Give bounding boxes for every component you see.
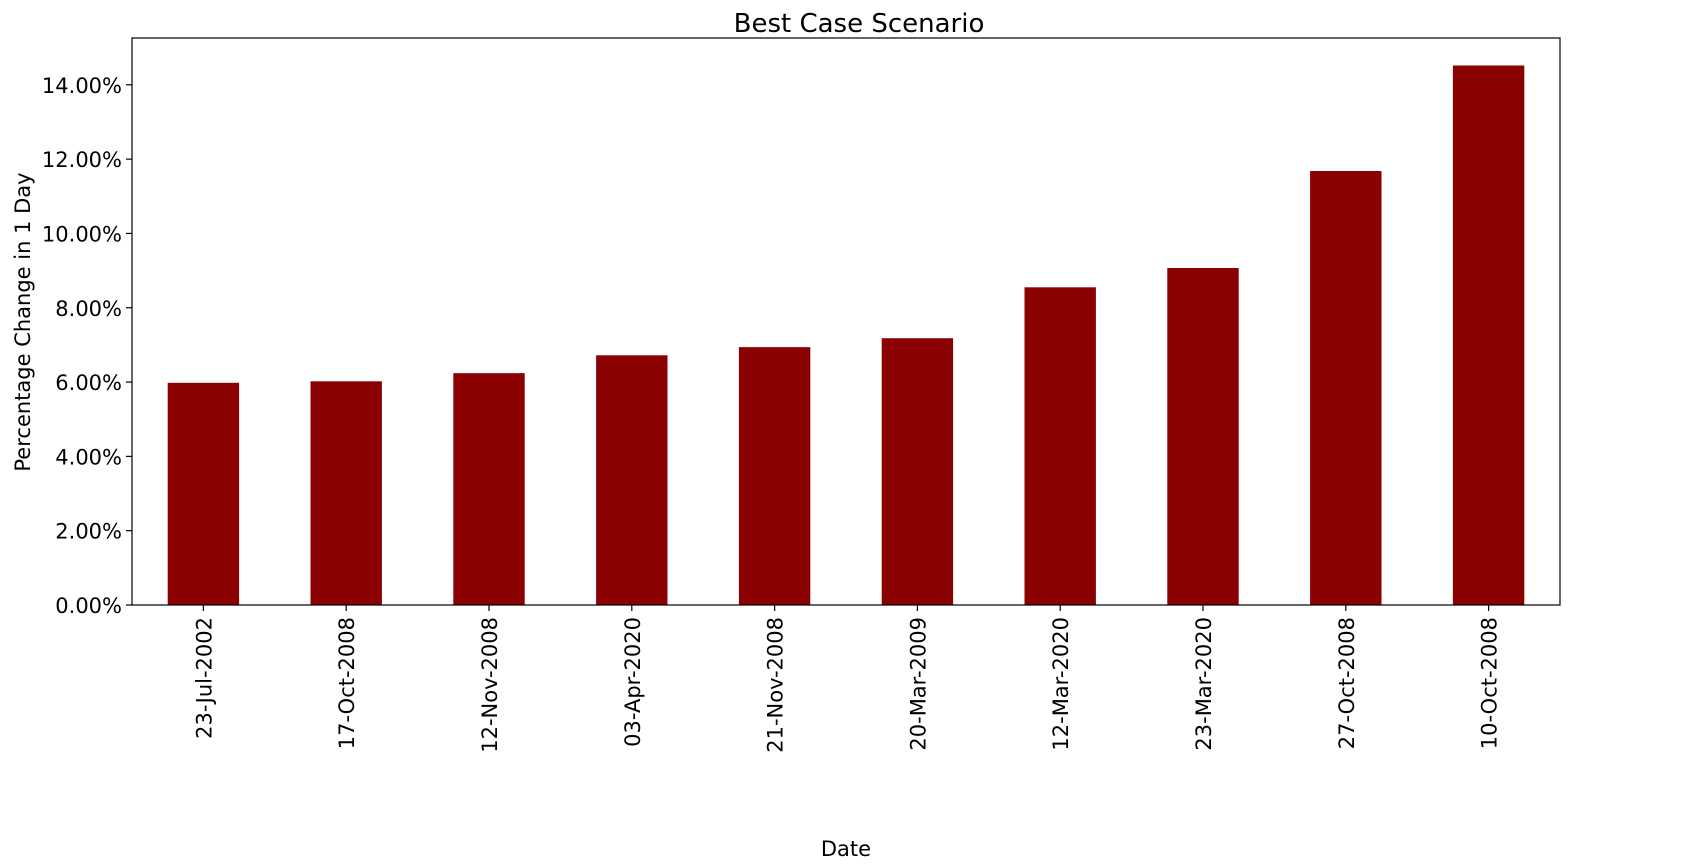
x-axis: 23-Jul-2002 17-Oct-2008 12-Nov-2008 03-Apr-…: [192, 605, 1502, 753]
x-tick-label: 12-Mar-2020: [1049, 617, 1073, 751]
y-tick-label: 6.00%: [55, 371, 122, 395]
y-tick-label: 14.00%: [42, 74, 122, 98]
bar: [453, 373, 525, 605]
bar: [167, 382, 240, 605]
y-tick-label: 8.00%: [55, 297, 122, 321]
x-tick-label: 12-Nov-2008: [478, 617, 502, 753]
bar: [1452, 65, 1525, 605]
x-tick-label: 21-Nov-2008: [764, 617, 788, 753]
x-axis-label: Date: [821, 837, 871, 861]
bars-group: [167, 65, 1525, 605]
y-tick-label: 10.00%: [42, 222, 122, 246]
chart-title: Best Case Scenario: [734, 9, 985, 39]
y-tick-label: 2.00%: [55, 520, 122, 544]
bar: [310, 381, 382, 605]
x-tick-label: 03-Apr-2020: [621, 617, 645, 747]
bar: [1167, 267, 1239, 605]
x-tick-label: 20-Mar-2009: [906, 617, 930, 751]
bar: [881, 338, 954, 605]
bar: [1024, 287, 1096, 605]
bar: [1310, 171, 1382, 605]
x-tick-label: 10-Oct-2008: [1478, 617, 1502, 749]
y-tick-label: 0.00%: [55, 594, 122, 618]
bar: [596, 355, 668, 605]
y-tick-label: 4.00%: [55, 445, 122, 469]
x-tick-label: 17-Oct-2008: [335, 617, 359, 749]
x-tick-label: 23-Mar-2020: [1192, 617, 1216, 751]
x-tick-label: 23-Jul-2002: [192, 617, 216, 739]
y-axis: 0.00% 2.00% 4.00% 6.00% 8.00% 10.00% 12.00% 14.…: [42, 74, 132, 618]
x-tick-label: 27-Oct-2008: [1335, 617, 1359, 749]
y-tick-label: 12.00%: [42, 148, 122, 172]
plot-frame: [131, 37, 1561, 606]
bar: [738, 347, 811, 605]
y-axis-label: Percentage Change in 1 Day: [11, 172, 35, 471]
